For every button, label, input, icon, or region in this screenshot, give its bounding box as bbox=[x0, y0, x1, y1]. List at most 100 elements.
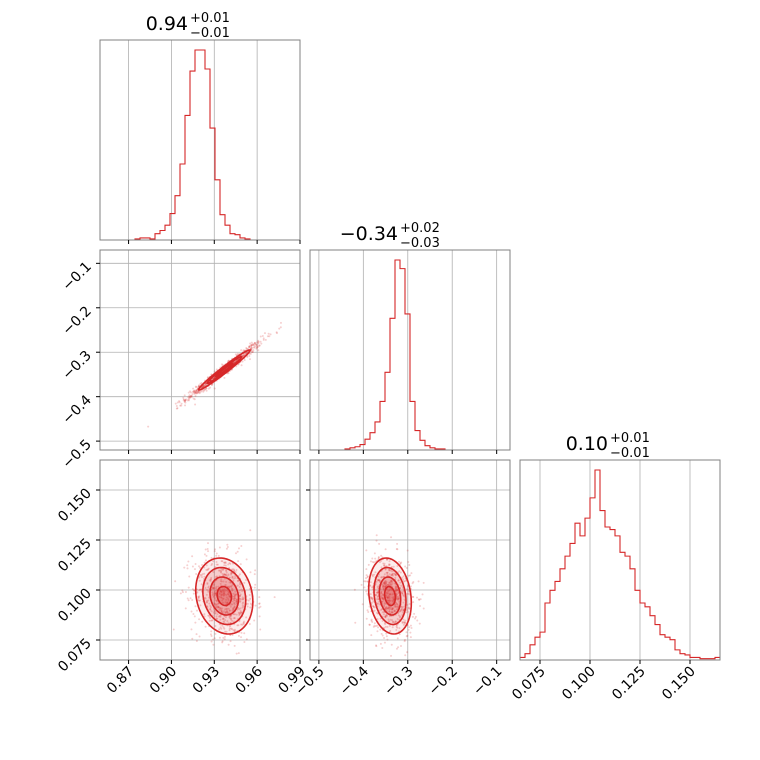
scatter-point bbox=[267, 332, 270, 335]
scatter-point bbox=[223, 592, 226, 595]
scatter-point bbox=[233, 569, 236, 572]
scatter-point bbox=[204, 382, 207, 385]
scatter-point bbox=[210, 564, 213, 567]
scatter-point bbox=[223, 588, 226, 591]
scatter-point bbox=[382, 598, 385, 601]
scatter-point bbox=[207, 614, 210, 617]
scatter-point bbox=[189, 395, 192, 398]
scatter-point bbox=[374, 594, 377, 597]
scatter-point bbox=[381, 596, 384, 599]
scatter-point bbox=[249, 529, 252, 532]
scatter-point bbox=[242, 621, 245, 624]
scatter-point bbox=[389, 593, 392, 596]
scatter-point bbox=[178, 401, 181, 404]
scatter-point bbox=[212, 595, 215, 598]
scatter-point bbox=[181, 591, 184, 594]
scatter-point bbox=[238, 601, 241, 604]
scatter-point bbox=[398, 560, 401, 563]
scatter-point bbox=[419, 598, 422, 601]
scatter-point bbox=[240, 631, 243, 634]
scatter-point bbox=[377, 575, 380, 578]
scatter-point bbox=[402, 594, 405, 597]
scatter-point bbox=[384, 579, 387, 582]
scatter-point bbox=[224, 616, 227, 619]
scatter-point bbox=[371, 575, 374, 578]
scatter-point bbox=[190, 610, 193, 613]
scatter-point bbox=[218, 546, 221, 549]
scatter-point bbox=[382, 584, 385, 587]
scatter-point bbox=[213, 587, 216, 590]
scatter-point bbox=[371, 597, 374, 600]
scatter-point bbox=[253, 619, 256, 622]
scatter-point bbox=[186, 399, 189, 402]
scatter-point bbox=[226, 575, 229, 578]
scatter-point bbox=[209, 604, 212, 607]
scatter-point bbox=[227, 359, 230, 362]
scatter-point bbox=[219, 590, 222, 593]
scatter-point bbox=[382, 600, 385, 603]
scatter-point bbox=[198, 595, 201, 598]
scatter-point bbox=[206, 568, 209, 571]
scatter-point bbox=[242, 349, 245, 352]
scatter-point bbox=[413, 662, 415, 664]
scatter-point bbox=[261, 335, 264, 338]
scatter-point bbox=[380, 632, 383, 635]
scatter-point bbox=[409, 636, 412, 639]
scatter-point bbox=[230, 627, 233, 630]
scatter-point bbox=[380, 592, 383, 595]
scatter-point bbox=[223, 561, 226, 564]
scatter-point bbox=[227, 593, 230, 596]
scatter-point bbox=[223, 593, 226, 596]
scatter-point bbox=[384, 615, 387, 618]
histogram-step-0 bbox=[100, 49, 300, 241]
scatter-point bbox=[370, 596, 373, 599]
scatter-point bbox=[195, 391, 198, 394]
scatter-point bbox=[240, 588, 243, 591]
scatter-point bbox=[215, 603, 218, 606]
scatter-point bbox=[262, 337, 265, 340]
scatter-point bbox=[394, 620, 397, 623]
scatter-point bbox=[203, 553, 206, 556]
scatter-point bbox=[376, 598, 379, 601]
scatter-point bbox=[410, 572, 413, 575]
scatter-point bbox=[214, 576, 217, 579]
scatter-point bbox=[397, 646, 400, 649]
scatter-point bbox=[383, 601, 386, 604]
scatter-point bbox=[221, 641, 224, 644]
scatter-point bbox=[175, 405, 178, 408]
scatter-point bbox=[390, 580, 393, 583]
scatter-point bbox=[406, 603, 409, 606]
scatter-point bbox=[221, 640, 224, 643]
scatter-point bbox=[418, 598, 421, 601]
scatter-point bbox=[222, 626, 225, 629]
scatter-point bbox=[405, 631, 408, 634]
histogram-step-2 bbox=[520, 469, 720, 660]
scatter-point bbox=[382, 593, 385, 596]
scatter-point bbox=[391, 593, 394, 596]
density-contour bbox=[214, 362, 234, 378]
scatter-point bbox=[237, 611, 240, 614]
scatter-point bbox=[212, 560, 215, 563]
scatter-point bbox=[394, 605, 397, 608]
scatter-point bbox=[403, 640, 406, 643]
scatter-point bbox=[252, 349, 255, 352]
scatter-point bbox=[227, 360, 230, 363]
scatter-point bbox=[398, 627, 401, 630]
scatter-point bbox=[176, 401, 179, 404]
scatter-point bbox=[389, 607, 392, 610]
scatter-point bbox=[220, 560, 223, 563]
scatter-point bbox=[394, 610, 397, 613]
scatter-point bbox=[239, 597, 242, 600]
scatter-point bbox=[219, 588, 222, 591]
scatter-point bbox=[250, 349, 253, 352]
scatter-point bbox=[397, 597, 400, 600]
scatter-point bbox=[192, 390, 195, 393]
scatter-point bbox=[194, 621, 197, 624]
scatter-point bbox=[379, 592, 382, 595]
scatter-point bbox=[241, 598, 244, 601]
scatter-point bbox=[204, 586, 207, 589]
title-lower-error: −0.01 bbox=[190, 26, 230, 41]
scatter-point bbox=[200, 588, 203, 591]
scatter-point bbox=[218, 636, 221, 639]
scatter-point bbox=[382, 587, 385, 590]
